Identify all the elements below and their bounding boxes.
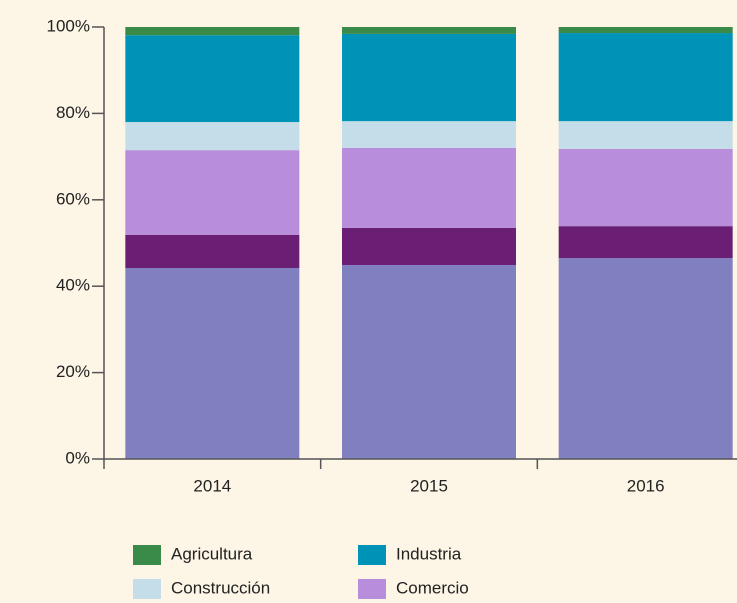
bar-segment <box>125 122 300 151</box>
legend-swatch <box>358 545 386 565</box>
legend-label: Industria <box>396 544 462 563</box>
bar-segment <box>558 33 733 122</box>
x-tick-label: 2015 <box>410 476 448 495</box>
bar-segment <box>125 35 300 123</box>
bar-segment <box>558 258 733 459</box>
y-tick-label: 0% <box>65 448 90 467</box>
legend-swatch <box>358 579 386 599</box>
bar-segment <box>125 27 300 36</box>
bar-segment <box>558 148 733 227</box>
bar-segment <box>342 27 516 34</box>
x-tick-label: 2014 <box>193 476 231 495</box>
y-tick-label: 40% <box>56 276 90 295</box>
y-tick-label: 100% <box>47 16 90 35</box>
legend-swatch <box>133 579 161 599</box>
legend-label: Construcción <box>171 578 270 597</box>
bar-segment <box>342 33 516 122</box>
bar-segment <box>342 121 516 148</box>
legend-swatch <box>133 545 161 565</box>
bar-segment <box>342 227 516 266</box>
y-tick-label: 80% <box>56 103 90 122</box>
bar-segment <box>558 226 733 259</box>
bar-segment <box>558 121 733 149</box>
bar-segment <box>125 150 300 235</box>
legend-label: Comercio <box>396 578 469 597</box>
x-tick-label: 2016 <box>627 476 665 495</box>
bar-segment <box>342 147 516 228</box>
bar-segment <box>558 27 733 34</box>
bar-segment <box>342 265 516 459</box>
y-tick-label: 20% <box>56 362 90 381</box>
bar-segment <box>125 234 300 269</box>
legend-label: Agricultura <box>171 544 253 563</box>
y-tick-label: 60% <box>56 189 90 208</box>
bar-segment <box>125 268 300 459</box>
